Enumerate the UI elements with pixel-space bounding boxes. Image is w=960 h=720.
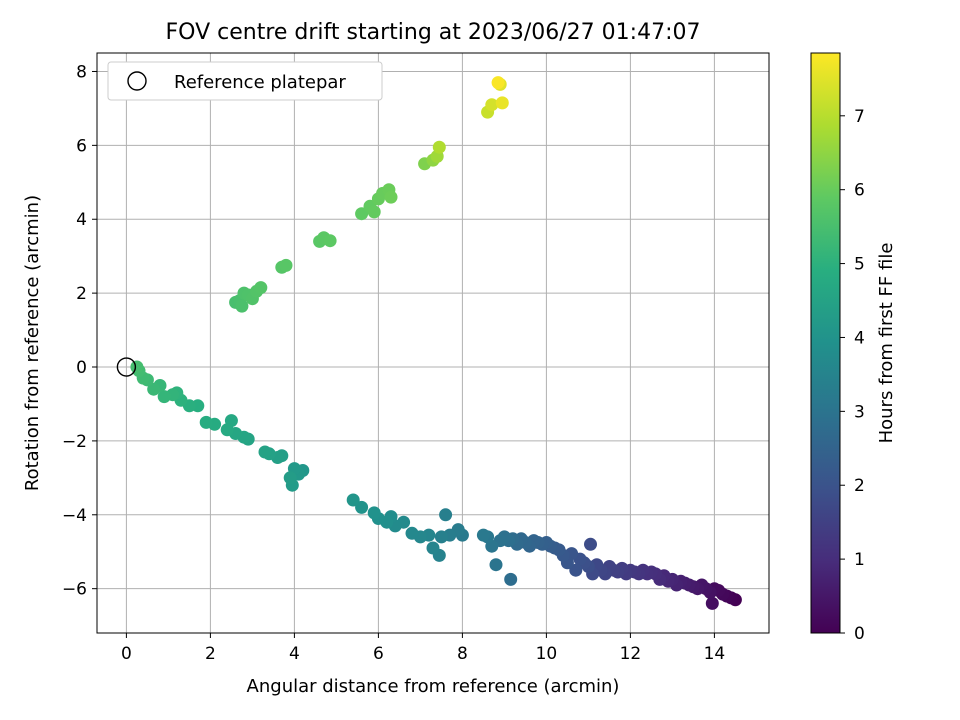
x-tick-label: 4 xyxy=(289,644,300,664)
data-point xyxy=(584,537,597,551)
x-tick-label: 14 xyxy=(704,644,726,664)
data-point xyxy=(569,563,583,577)
data-point xyxy=(220,423,234,437)
y-tick-label: −6 xyxy=(62,580,87,600)
data-point xyxy=(367,506,381,520)
data-point xyxy=(434,530,448,544)
x-tick-label: 0 xyxy=(121,644,132,664)
x-tick-label: 12 xyxy=(620,644,642,664)
data-point xyxy=(405,526,419,540)
colorbar: 0 1 2 3 4 5 6 7 Hours from first FF file xyxy=(810,52,897,644)
data-point xyxy=(384,190,398,204)
colorbar-tick-label: 0 xyxy=(854,624,865,644)
x-axis-ticks: 0 2 4 6 8 10 12 14 xyxy=(121,633,725,664)
data-point xyxy=(147,382,161,396)
data-point xyxy=(346,493,360,507)
data-point xyxy=(130,360,144,374)
y-tick-label: 4 xyxy=(76,210,87,230)
data-point xyxy=(157,390,171,404)
data-point xyxy=(439,508,453,522)
colorbar-tick-label: 7 xyxy=(854,107,865,127)
legend: Reference platepar xyxy=(107,61,383,101)
data-point xyxy=(476,528,490,542)
colorbar-tick-label: 3 xyxy=(854,402,865,422)
chart-title: FOV centre drift starting at 2023/06/27 … xyxy=(166,20,701,45)
legend-entry-reference: Reference platepar xyxy=(174,72,346,93)
y-tick-label: −4 xyxy=(62,506,87,526)
x-tick-label: 8 xyxy=(457,644,468,664)
x-tick-label: 2 xyxy=(205,644,216,664)
data-point xyxy=(199,415,213,429)
y-axis-label: Rotation from reference (arcmin) xyxy=(22,195,43,491)
colorbar-tick-label: 2 xyxy=(854,476,865,496)
colorbar-label: Hours from first FF file xyxy=(876,243,897,444)
grid xyxy=(97,53,769,633)
colorbar-gradient xyxy=(810,52,841,634)
data-point xyxy=(258,445,272,459)
data-point xyxy=(485,98,499,112)
data-point xyxy=(355,207,369,221)
data-point xyxy=(489,558,503,572)
data-point xyxy=(367,205,381,219)
y-tick-label: 2 xyxy=(76,284,87,304)
data-point xyxy=(235,299,249,313)
data-point xyxy=(432,140,446,154)
data-point xyxy=(426,541,440,555)
data-point xyxy=(279,258,293,272)
legend-box xyxy=(107,61,383,101)
y-axis-ticks: −6 −4 −2 0 2 4 6 8 xyxy=(62,62,97,600)
data-point xyxy=(504,572,518,586)
data-points xyxy=(130,76,742,610)
colorbar-tick-label: 6 xyxy=(854,181,865,201)
colorbar-ticks: 0 1 2 3 4 5 6 7 xyxy=(840,107,865,644)
y-tick-label: 8 xyxy=(76,62,87,82)
y-tick-label: 6 xyxy=(76,136,87,156)
y-tick-label: −2 xyxy=(62,432,87,452)
data-point xyxy=(491,76,505,90)
data-point xyxy=(355,500,369,514)
data-point xyxy=(705,596,719,610)
x-tick-label: 10 xyxy=(536,644,558,664)
data-point xyxy=(283,471,297,485)
data-point xyxy=(495,96,509,110)
data-point xyxy=(254,281,268,295)
data-point xyxy=(323,234,337,248)
colorbar-tick-label: 1 xyxy=(854,550,865,570)
y-tick-label: 0 xyxy=(76,358,87,378)
colorbar-tick-label: 5 xyxy=(854,255,865,275)
x-tick-label: 6 xyxy=(373,644,384,664)
legend-marker-circle-icon xyxy=(127,71,147,91)
reference-platepar-marker xyxy=(116,357,137,377)
colorbar-tick-label: 4 xyxy=(854,328,865,348)
plot-frame xyxy=(96,52,770,634)
reference-layer xyxy=(116,357,137,377)
x-axis-label: Angular distance from reference (arcmin) xyxy=(247,676,620,697)
